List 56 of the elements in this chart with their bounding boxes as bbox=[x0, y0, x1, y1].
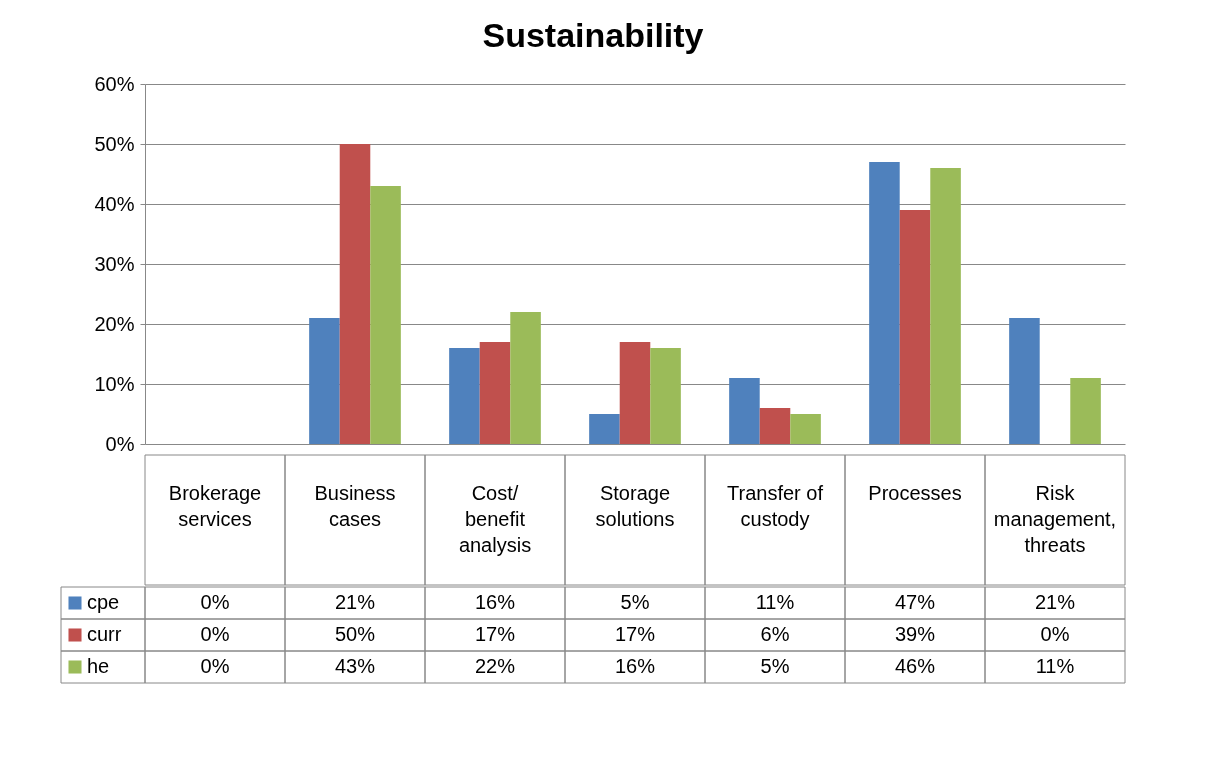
bar bbox=[899, 210, 931, 444]
data-label: 22% bbox=[474, 655, 516, 677]
data-label: 11% bbox=[1035, 655, 1075, 677]
data-label: 0% bbox=[200, 623, 230, 645]
bar bbox=[790, 414, 821, 444]
data-label: 0% bbox=[200, 655, 230, 677]
x-tick-label: Processes bbox=[868, 482, 962, 504]
bar bbox=[449, 348, 480, 444]
bar bbox=[1070, 378, 1101, 444]
data-label: 17% bbox=[474, 623, 516, 645]
x-tick-label: Brokerage services bbox=[168, 482, 262, 530]
data-label: 39% bbox=[894, 623, 936, 645]
x-tick-label: Risk management, threats bbox=[993, 482, 1117, 556]
data-label: 47% bbox=[894, 591, 936, 613]
data-label: 6% bbox=[760, 623, 790, 645]
bar bbox=[370, 186, 401, 444]
y-tick-label: 40% bbox=[94, 192, 135, 215]
bar bbox=[759, 408, 791, 444]
data-label: 5% bbox=[760, 655, 790, 677]
x-tick-label: Business cases bbox=[314, 482, 396, 530]
data-label: 16% bbox=[474, 591, 516, 613]
y-tick-label: 0% bbox=[105, 432, 135, 455]
data-label: 50% bbox=[334, 623, 376, 645]
x-tick-label: Transfer of custody bbox=[727, 482, 824, 530]
legend-label: he bbox=[87, 655, 110, 677]
bar bbox=[510, 312, 541, 444]
bar bbox=[930, 168, 961, 444]
legend-label: curr bbox=[87, 623, 122, 645]
bar bbox=[309, 318, 340, 444]
data-label: 11% bbox=[755, 591, 795, 613]
bar bbox=[479, 342, 511, 444]
bar bbox=[869, 162, 900, 444]
data-label: 21% bbox=[1034, 591, 1076, 613]
x-tick-label: Storage solutions bbox=[595, 482, 675, 530]
y-tick-label: 60% bbox=[94, 72, 135, 95]
y-tick-label: 30% bbox=[94, 252, 135, 275]
y-tick-label: 20% bbox=[94, 312, 135, 335]
x-tick-label: Cost/ benefit analysis bbox=[458, 482, 532, 556]
y-tick-label: 50% bbox=[94, 132, 135, 155]
data-label: 21% bbox=[334, 591, 376, 613]
data-label: 46% bbox=[894, 655, 936, 677]
data-label: 16% bbox=[614, 655, 656, 677]
bar bbox=[589, 414, 620, 444]
legend-label: cpe bbox=[87, 591, 120, 613]
bar bbox=[729, 378, 760, 444]
data-label: 0% bbox=[1040, 623, 1070, 645]
data-label: 17% bbox=[614, 623, 656, 645]
bar bbox=[650, 348, 681, 444]
y-tick-label: 10% bbox=[94, 372, 135, 395]
bar bbox=[339, 144, 371, 444]
data-label: 0% bbox=[200, 591, 230, 613]
bar bbox=[619, 342, 651, 444]
data-label: 5% bbox=[620, 591, 650, 613]
data-label: 43% bbox=[334, 655, 376, 677]
bar bbox=[1009, 318, 1040, 444]
chart-title: Sustainability bbox=[482, 16, 704, 54]
